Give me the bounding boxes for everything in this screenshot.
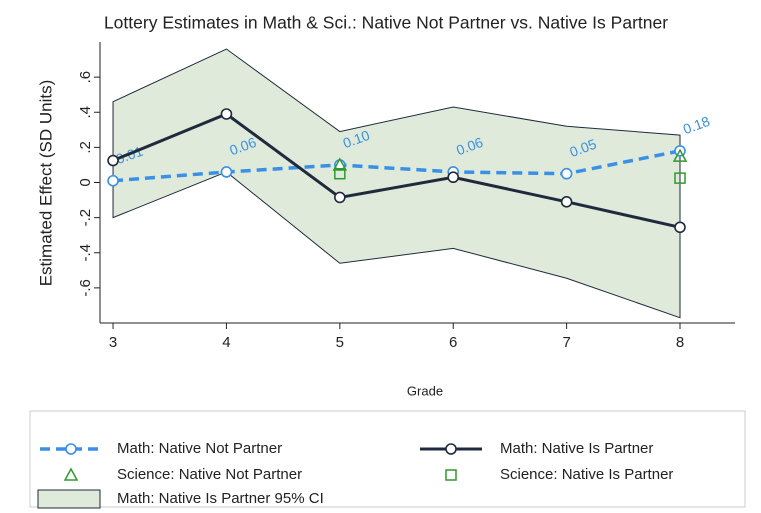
y-tick-label: .2 [77,141,94,154]
point [334,167,346,180]
legend-label: Math: Native Is Partner 95% CI [117,490,324,507]
x-tick-label: 5 [336,334,344,351]
x-tick-label: 3 [109,334,117,351]
x-axis-title: Grade [407,383,443,398]
point [674,172,686,184]
legend-box [29,410,746,508]
point [334,191,346,204]
point [107,174,119,187]
y-tick-label: .4 [77,106,94,119]
point [107,154,119,167]
point [560,196,573,208]
legend-label: Math: Native Is Partner [500,440,653,457]
y-tick-label: 0 [77,178,94,186]
x-tick-label: 4 [222,334,230,351]
series-line [112,112,681,229]
point [672,148,688,162]
y-tick-label: .6 [77,71,94,84]
y-tick-label: -.2 [77,209,94,227]
y-tick-label: -.6 [77,279,94,297]
x-tick-label: 7 [562,334,570,351]
series-line [112,149,681,183]
point [447,171,460,184]
legend-label: Science: Native Not Partner [117,466,302,483]
point [674,221,686,234]
legend-label: Math: Native Not Partner [117,440,282,457]
y-tick-label: -.4 [77,244,94,262]
point [220,166,233,178]
legend-label: Science: Native Is Partner [500,466,673,483]
point [560,167,573,180]
legend-marker [63,467,79,481]
legend-marker [445,443,457,455]
data-label: 0.18 [681,113,712,137]
legend-marker [65,443,77,455]
chart-title: Lottery Estimates in Math & Sci.: Native… [104,13,668,33]
legend-marker [445,469,457,481]
point [220,108,233,120]
x-tick-label: 8 [676,334,684,351]
x-tick-label: 6 [449,334,457,351]
ci-band [112,48,681,319]
y-axis-title: Estimated Effect (SD Units) [36,80,55,287]
point [332,157,348,171]
legend-band [37,489,101,509]
